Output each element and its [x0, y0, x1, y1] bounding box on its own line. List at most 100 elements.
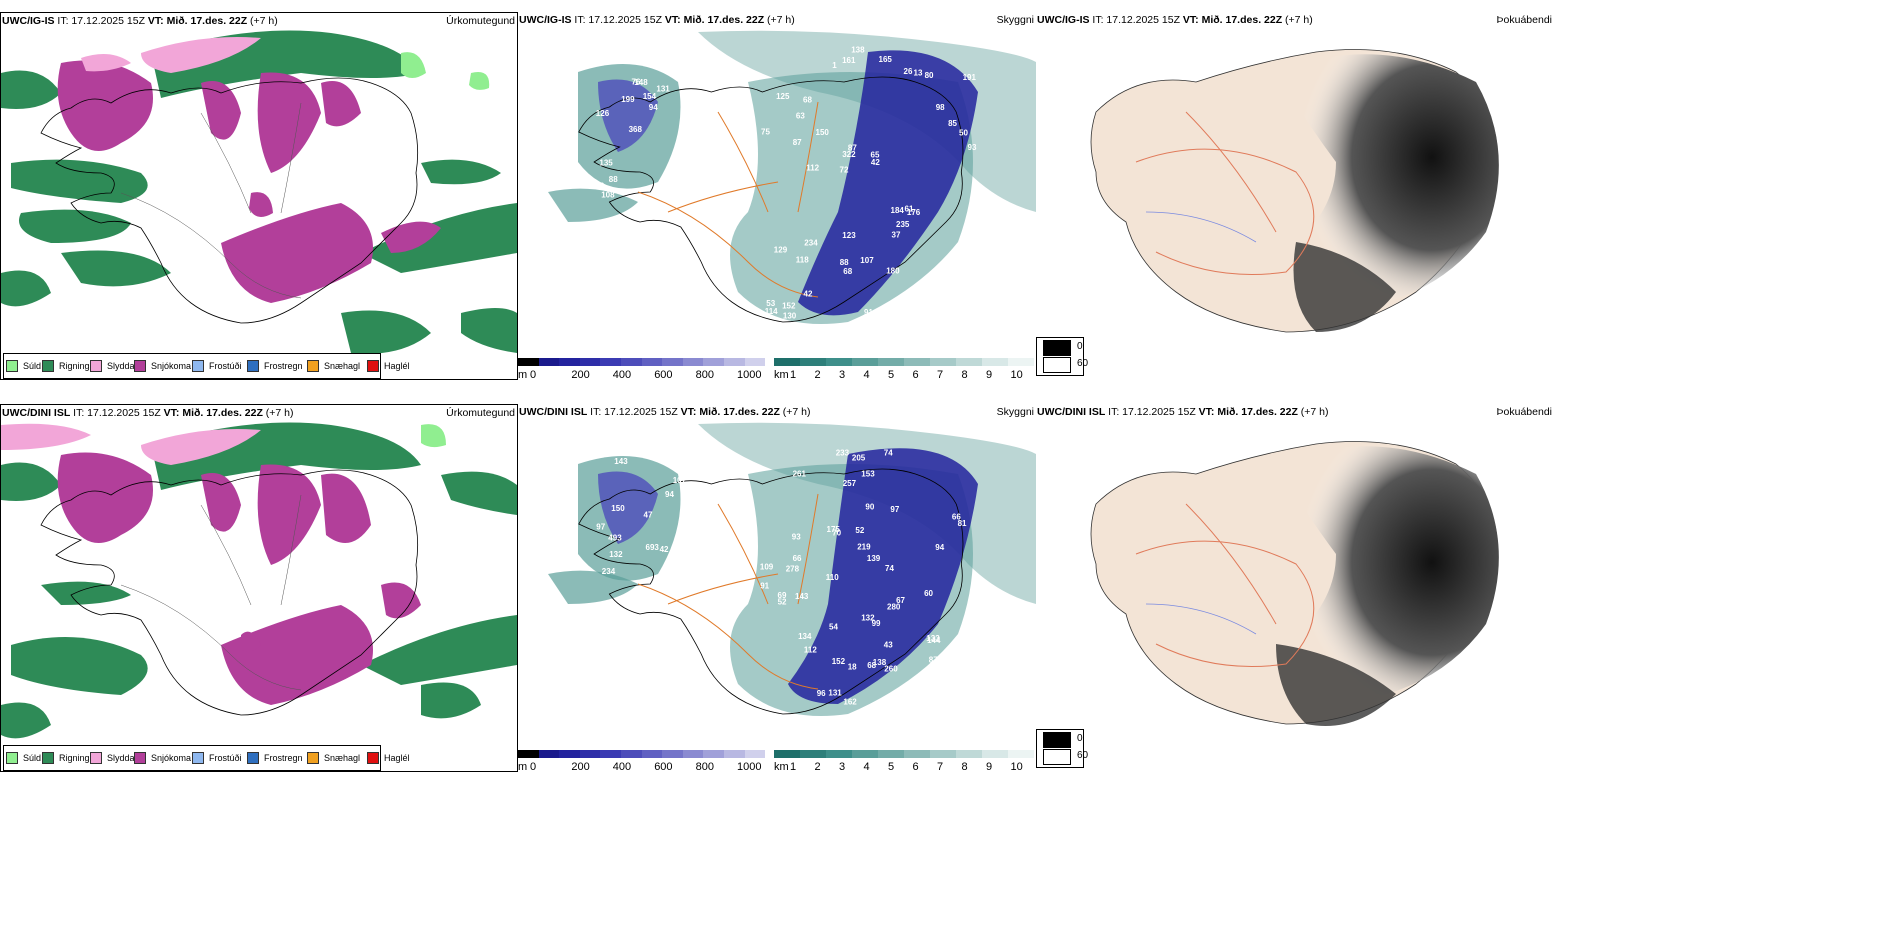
fog-panel-top: UWC/IG-IS IT: 17.12.2025 15Z VT: Mið. 17…: [1036, 12, 1554, 380]
visibility-label: 81: [958, 519, 967, 528]
colorbar-tick: 5: [888, 761, 895, 772]
legend-label: Haglél: [384, 753, 410, 763]
visibility-label: 109: [760, 562, 774, 571]
visibility-label: 138: [873, 658, 887, 667]
fog-legend-label: 0: [1077, 341, 1083, 352]
colorbar-segment: [703, 750, 725, 758]
visibility-label: 260: [884, 665, 898, 674]
fog-legend-label: 0: [1077, 733, 1083, 744]
colorbar-segment: [800, 358, 827, 366]
visibility-label: 63: [796, 111, 805, 120]
colorbar-tick: 4: [863, 369, 870, 380]
vis-map-top: 3611268036813110876154135199116881489417…: [548, 30, 1036, 324]
visibility-label: 42: [804, 290, 813, 299]
legend-swatch: [6, 752, 18, 764]
legend-swatch: [247, 752, 259, 764]
visibility-label: 116: [591, 181, 604, 190]
colorbar-segment: [878, 750, 905, 758]
visibility-label: 94: [665, 490, 674, 499]
colorbar-tick: 1: [790, 761, 797, 772]
visibility-label: 130: [783, 312, 797, 321]
fog-right-title-bottom: Þokuábendi: [1496, 406, 1552, 418]
visibility-label: 60: [924, 589, 933, 598]
colorbar-tick: 800: [695, 369, 714, 380]
colorbar-tick: 10: [1010, 369, 1023, 380]
visibility-label: 93: [792, 532, 801, 541]
colorbar-tick: 5: [888, 369, 895, 380]
legend-swatch: [134, 752, 146, 764]
colorbar-tick: 2: [814, 761, 821, 772]
visibility-label: 131: [828, 689, 842, 698]
visibility-label: 96: [817, 689, 826, 698]
legend-swatch: [42, 360, 54, 372]
legend-frostregn: Frostregn: [247, 752, 303, 764]
legend-swatch: [90, 360, 102, 372]
visibility-label: 112: [806, 163, 819, 172]
visibility-label: 66: [793, 554, 802, 563]
colorbar-segment: [878, 358, 905, 366]
legend-label: Snæhagl: [324, 753, 361, 763]
visibility-label: 123: [842, 231, 856, 240]
colorbar-segment: [621, 358, 643, 366]
colorbar-tick: 1000: [737, 761, 762, 772]
legend-label: Frostregn: [264, 361, 303, 371]
visibility-label: 133: [926, 634, 940, 643]
precip-legend-bottom: Súld Rigning Slydda Snjókoma Frostúði Frostre…: [3, 745, 410, 771]
legend-slydda: Slydda: [90, 752, 135, 764]
colorbar-segment: [1008, 358, 1035, 366]
legend-label: Súld: [23, 361, 42, 371]
colorbar-segment: [518, 750, 540, 758]
visibility-label: 87: [848, 144, 857, 153]
visibility-label: 233: [836, 448, 850, 457]
colorbar-tick: 600: [654, 369, 673, 380]
colorbar-segment: [774, 358, 801, 366]
visibility-label: 66: [952, 513, 961, 522]
legend-swatch: [307, 752, 319, 764]
colorbar-tick: 400: [612, 761, 632, 772]
legend-swatch: [134, 360, 146, 372]
visibility-label: 68: [843, 267, 852, 276]
visibility-label: 135: [599, 158, 613, 167]
visibility-label: 148: [634, 78, 648, 87]
colorbar-segment: [538, 750, 561, 758]
fog-title-bottom: UWC/DINI ISL IT: 17.12.2025 15Z VT: Mið.…: [1037, 406, 1329, 418]
fog-map-top: [1090, 49, 1499, 333]
visibility-label: 1: [832, 61, 837, 70]
vis-right-title-top: Skyggni: [996, 14, 1034, 26]
visibility-label: 67: [896, 596, 905, 605]
visibility-label: 235: [896, 220, 910, 229]
colorbar-tick: 8: [961, 761, 968, 772]
vis-labels-bottom: 234 174 143 107 693 150 493 132 73 94 97 84 42 47 162 2…: [596, 444, 967, 707]
visibility-label: 85: [948, 119, 957, 128]
fog-legend-label: 60: [1077, 750, 1089, 761]
visibility-label: 191: [963, 73, 977, 82]
colorbar-segment: [724, 358, 746, 366]
colorbar-segment: [538, 358, 561, 366]
colorbar-tick: 200: [571, 761, 590, 772]
legend-snæhagl: Snæhagl: [307, 752, 360, 764]
legend-label: Snjókoma: [151, 361, 192, 371]
colorbar-segment: [621, 750, 643, 758]
colorbar-segment: [641, 358, 664, 366]
visibility-label: 90: [865, 502, 874, 511]
colorbar-unit: m: [518, 369, 528, 380]
visibility-label: 91: [864, 308, 873, 317]
legend-label: Snjókoma: [151, 753, 192, 763]
legend-súld: Súld: [6, 360, 41, 372]
vis-right-title-bottom: Skyggni: [996, 406, 1034, 418]
visibility-label: 184: [891, 206, 905, 215]
legend-swatch: [247, 360, 259, 372]
colorbar-segment: [724, 750, 746, 758]
visibility-label: 108: [601, 190, 615, 199]
fog-panel-bottom: UWC/DINI ISL IT: 17.12.2025 15Z VT: Mið.…: [1036, 404, 1554, 772]
iceland-coastline: [40, 77, 419, 324]
visibility-label: 47: [644, 510, 653, 519]
precip-right-title-bottom: Úrkomutegund: [446, 407, 515, 419]
legend-label: Frostúði: [209, 361, 242, 371]
legend-label: Frostúði: [209, 753, 242, 763]
visibility-label: 88: [609, 175, 618, 184]
visibility-label: 87: [929, 656, 938, 665]
visibility-label: 77: [928, 293, 937, 302]
precip-panel-top: UWC/IG-IS IT: 17.12.2025 15Z VT: Mið. 17…: [0, 12, 518, 380]
colorbar-unit: km: [774, 369, 789, 380]
